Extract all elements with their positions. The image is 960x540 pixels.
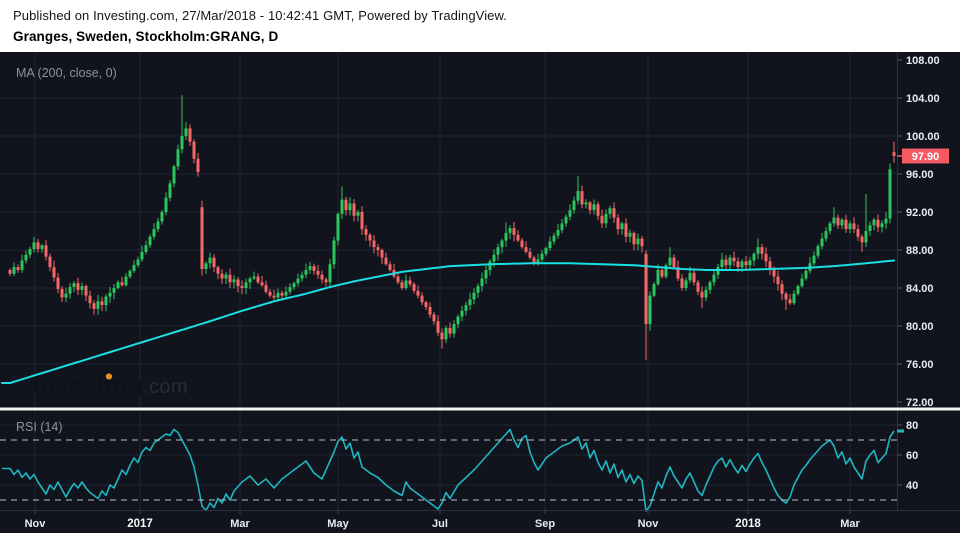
time-axis-label: May [327,518,349,530]
rsi-legend: RSI (14) [16,420,63,434]
price-axis-label: 80.00 [906,321,934,333]
rsi-line [2,428,895,512]
time-axis-label: Mar [230,518,250,530]
published-line: Published on Investing.com, 27/Mar/2018 … [13,8,507,23]
svg-text:Investing.com: Investing.com [33,372,188,399]
chart-header: Published on Investing.com, 27/Mar/2018 … [0,0,960,52]
price-axis-label: 96.00 [906,169,934,181]
watermark: Investing.com [33,372,188,399]
price-axis-label: 100.00 [906,131,940,143]
watermark-suffix: .com [143,376,188,398]
price-axis-label: 72.00 [906,397,934,409]
time-axis-label: Nov [25,518,47,530]
time-axis-label: Sep [535,518,555,530]
last-price-label: 97.90 [912,151,940,163]
price-axis-label: 108.00 [906,55,940,67]
ma-legend: MA (200, close, 0) [16,66,117,80]
time-axis-label: Mar [840,518,860,530]
page-title: Granges, Sweden, Stockholm:GRANG, D [13,29,279,44]
rsi-pane-layer [0,428,897,512]
watermark-dot-icon [105,373,113,380]
chart-area[interactable]: Investing.com 108.00 104.00 100.00 96.00 92.… [0,52,960,533]
ma200-line-layer [1,259,895,384]
time-axis-label: Nov [638,518,660,530]
axes-layer[interactable]: 108.00 104.00 100.00 96.00 92.00 88.00 84.00 80… [0,52,960,530]
rsi-axis-label: 40 [906,480,918,492]
price-axis-label: 92.00 [906,207,934,219]
time-axis-label: 2017 [127,518,153,530]
ma200-line [1,259,895,384]
candlestick-series [8,95,896,361]
price-axis-label: 88.00 [906,245,934,257]
grid-layer [0,52,897,510]
rsi-axis-label: 80 [906,420,918,432]
chart-canvas[interactable]: Investing.com 108.00 104.00 100.00 96.00 92.… [0,52,960,533]
price-axis-label: 104.00 [906,93,940,105]
time-axis-label: 2018 [735,518,761,530]
price-axis-label: 84.00 [906,283,934,295]
rsi-axis-label: 60 [906,450,918,462]
last-price-badge: 97.90 [897,148,949,164]
time-axis-label: Jul [432,518,448,530]
price-axis-label: 76.00 [906,359,934,371]
pane-separator [0,407,960,411]
watermark-bold: Investing [33,372,143,399]
